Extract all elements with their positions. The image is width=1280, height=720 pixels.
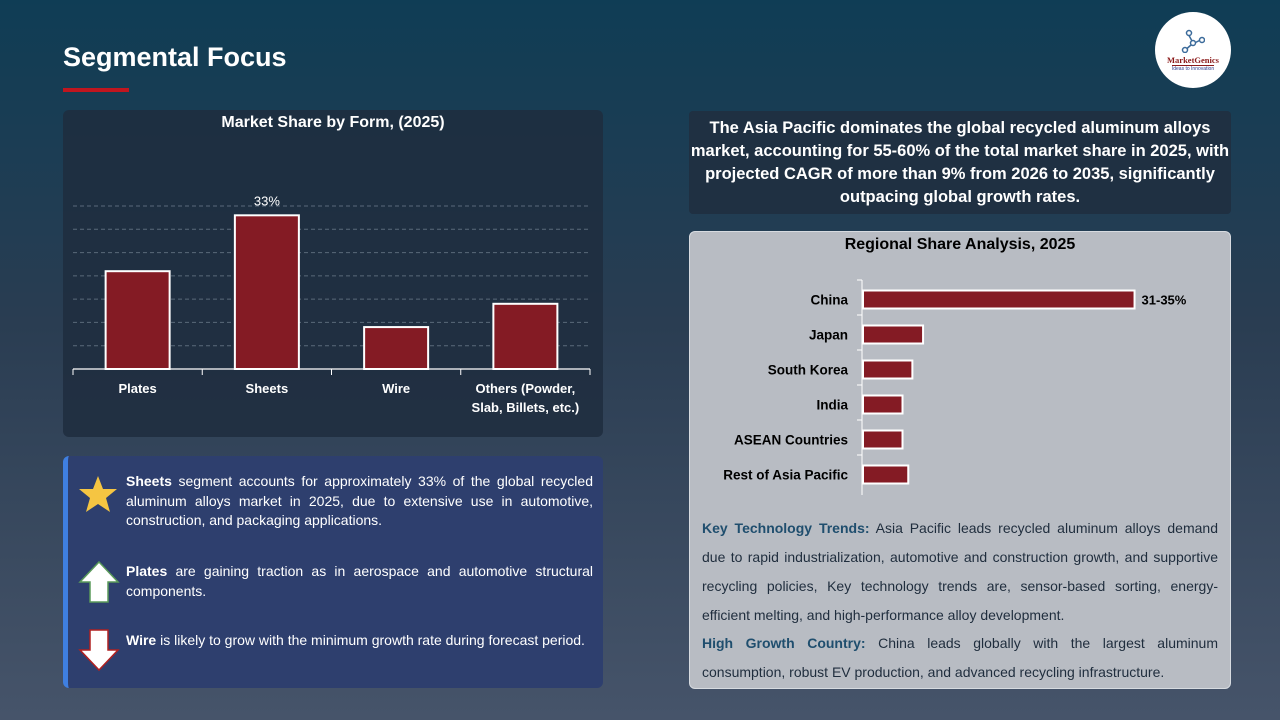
y-tick-label: India bbox=[816, 398, 848, 413]
bar-plates bbox=[104, 270, 171, 370]
bullet-sheets: Sheets segment accounts for approximatel… bbox=[126, 473, 593, 528]
bar-china bbox=[862, 289, 1136, 310]
bar-asean-countries bbox=[862, 429, 904, 450]
y-tick-label: South Korea bbox=[768, 363, 849, 378]
arrow-up-icon bbox=[78, 560, 120, 603]
x-tick-label: Wire bbox=[382, 381, 410, 396]
regional-panel: Regional Share Analysis, 2025 China 31-35… bbox=[689, 231, 1231, 689]
page-title: Segmental Focus bbox=[63, 42, 287, 72]
regional-bar-chart: China 31-35% Japan South Korea India ASEAN Co… bbox=[723, 279, 1187, 495]
key-technology-trends: Key Technology Trends: Asia Pacific lead… bbox=[702, 520, 1218, 623]
bar-japan bbox=[862, 324, 925, 345]
form-chart-panel: Market Share by Form, (2025) Plates 33% Sh… bbox=[63, 110, 603, 437]
star-icon bbox=[79, 476, 117, 512]
logo-tagline: Ideas to Innovation bbox=[1171, 64, 1215, 72]
bar-others bbox=[492, 302, 559, 370]
x-tick-label: Sheets bbox=[246, 381, 289, 396]
y-tick-label: Japan bbox=[809, 328, 848, 343]
data-label: 33% bbox=[254, 193, 280, 208]
high-growth-country: High Growth Country: China leads globall… bbox=[702, 635, 1218, 680]
insights-panel: Sheets segment accounts for approximatel… bbox=[63, 456, 603, 688]
y-tick-label: China bbox=[810, 293, 848, 308]
bullet-plates: Plates are gaining traction as in aerosp… bbox=[126, 563, 593, 599]
logo-name: MarketGenics bbox=[1167, 54, 1219, 65]
bar-south-korea bbox=[862, 359, 914, 380]
bar-india bbox=[862, 394, 904, 415]
bar-rest-of-asia-pacific bbox=[862, 464, 910, 485]
arrow-down-icon bbox=[78, 629, 120, 672]
x-tick-label: Plates bbox=[118, 381, 156, 396]
chart-title: Regional Share Analysis, 2025 bbox=[844, 236, 1076, 253]
chart-title: Market Share by Form, (2025) bbox=[221, 114, 445, 131]
logo: MarketGenics Ideas to Innovation bbox=[1155, 12, 1231, 88]
data-label: 31-35% bbox=[1142, 293, 1187, 308]
y-tick-label: Rest of Asia Pacific bbox=[723, 468, 848, 483]
y-tick-label: ASEAN Countries bbox=[734, 433, 848, 448]
form-bar-chart: Plates 33% Sheets Wire Others (Powder, Slab, … bbox=[72, 193, 591, 415]
bullet-wire: Wire is likely to grow with the minimum … bbox=[126, 632, 585, 648]
headline-callout: The Asia Pacific dominates the global re… bbox=[689, 111, 1231, 214]
x-tick-label: Others (Powder, bbox=[476, 381, 576, 396]
bar-sheets bbox=[233, 214, 300, 370]
network-icon bbox=[1181, 29, 1205, 53]
title-underline bbox=[63, 88, 129, 92]
bar-wire bbox=[363, 326, 430, 370]
x-tick-label: Slab, Billets, etc.) bbox=[472, 400, 580, 415]
